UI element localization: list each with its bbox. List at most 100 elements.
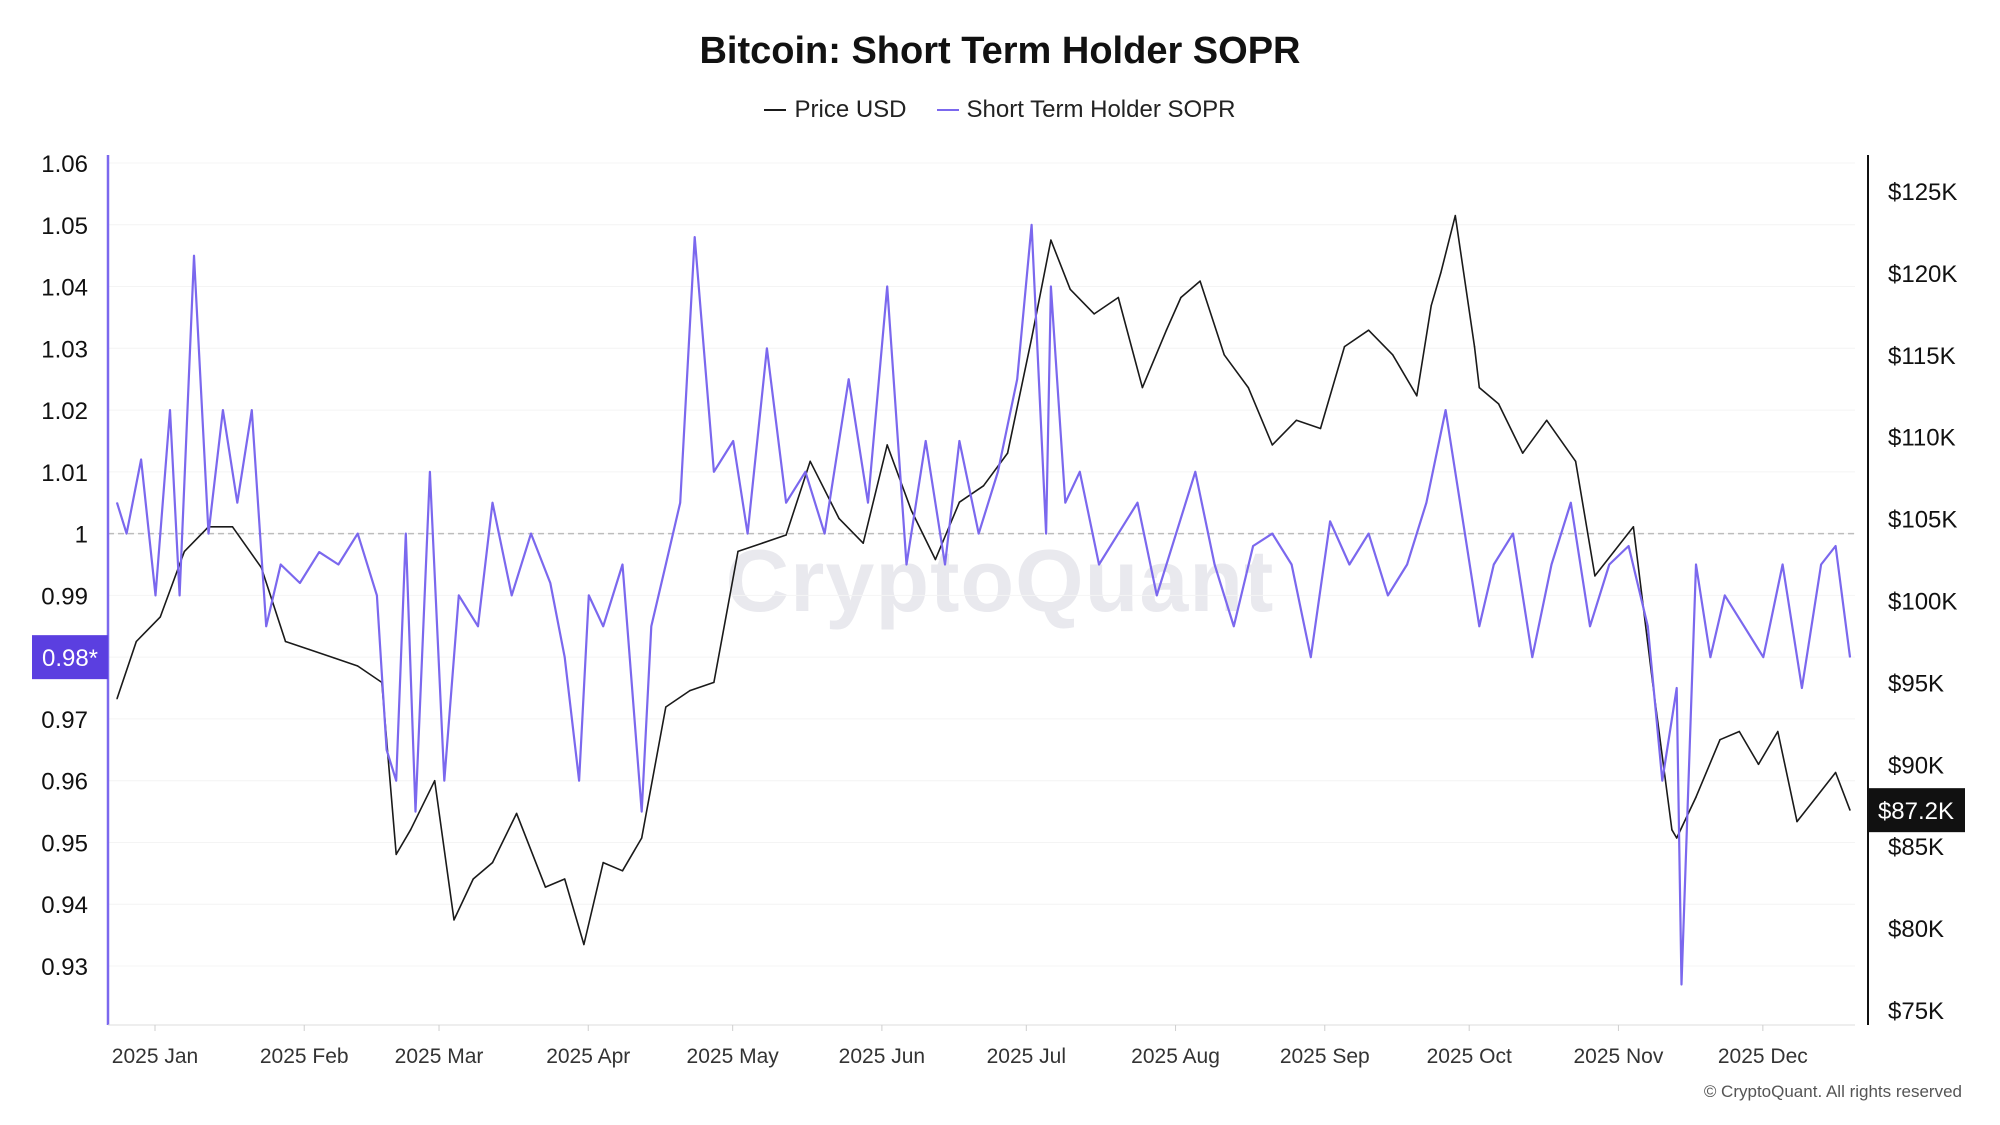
point-price-47 <box>1180 296 1182 299</box>
point-sopr-42 <box>746 532 749 535</box>
point-sopr-96 <box>1709 656 1712 658</box>
point-price-50 <box>1247 386 1250 389</box>
point-sopr-30 <box>563 656 566 658</box>
point-sopr-95 <box>1695 563 1697 566</box>
point-sopr-87 <box>1570 501 1572 504</box>
point-price-9 <box>332 657 335 659</box>
y-left-tick-label-7: 1 <box>75 522 88 549</box>
y-left-tick-label-3: 0.96 <box>41 769 88 796</box>
point-sopr-38 <box>679 501 681 504</box>
point-sopr-89 <box>1608 563 1611 566</box>
point-price-28 <box>737 550 739 553</box>
point-sopr-5 <box>178 594 181 597</box>
point-sopr-86 <box>1550 563 1553 566</box>
point-price-0 <box>116 698 118 700</box>
legend-item-price[interactable]: Price USD <box>764 96 907 124</box>
point-price-21 <box>583 943 585 946</box>
point-price-19 <box>544 886 547 888</box>
point-sopr-23 <box>443 779 446 782</box>
point-sopr-44 <box>785 501 787 504</box>
point-sopr-20 <box>405 532 407 535</box>
point-sopr-19 <box>395 779 398 782</box>
point-sopr-10 <box>251 409 253 411</box>
point-price-56 <box>1391 354 1394 356</box>
y-right-tick-label-10: $125K <box>1888 179 1957 206</box>
point-sopr-2 <box>140 458 142 461</box>
point-sopr-70 <box>1252 545 1254 547</box>
point-price-2 <box>159 616 162 618</box>
point-price-43 <box>1093 313 1095 315</box>
point-sopr-45 <box>804 471 807 473</box>
point-sopr-101 <box>1801 687 1803 689</box>
point-price-55 <box>1367 329 1370 332</box>
point-sopr-73 <box>1310 656 1312 658</box>
point-sopr-48 <box>867 501 869 504</box>
point-price-5 <box>231 526 234 528</box>
x-tick-label-11: 2025 Dec <box>1718 1045 1808 1068</box>
point-price-65 <box>1545 419 1548 422</box>
y-right-tick-label-6: $105K <box>1888 507 1957 534</box>
point-price-18 <box>515 812 518 815</box>
copyright-text: © CryptoQuant. All rights reserved <box>1703 1082 1962 1101</box>
point-sopr-83 <box>1493 563 1495 566</box>
legend-label-sopr: Short Term Holder SOPR <box>966 96 1236 123</box>
point-sopr-68 <box>1213 563 1216 566</box>
point-sopr-35 <box>640 810 643 813</box>
legend-item-sopr[interactable]: Short Term Holder SOPR <box>936 96 1236 124</box>
point-price-73 <box>1695 796 1697 798</box>
point-price-54 <box>1343 345 1346 348</box>
point-sopr-40 <box>713 471 715 473</box>
point-price-77 <box>1777 730 1779 733</box>
point-sopr-24 <box>458 594 460 597</box>
chart-title: Bitcoin: Short Term Holder SOPR <box>699 30 1301 72</box>
point-sopr-84 <box>1512 532 1514 535</box>
point-sopr-59 <box>1050 285 1052 288</box>
point-sopr-60 <box>1064 501 1067 504</box>
point-price-59 <box>1440 272 1442 274</box>
point-sopr-76 <box>1367 532 1370 535</box>
point-price-44 <box>1117 296 1120 299</box>
point-sopr-91 <box>1647 625 1649 628</box>
point-price-16 <box>472 878 475 880</box>
y-left-tick-label-1: 0.94 <box>41 892 88 919</box>
y-right-tick-label-0: $75K <box>1888 998 1944 1025</box>
x-tick-label-9: 2025 Oct <box>1427 1045 1512 1068</box>
point-price-51 <box>1271 444 1274 446</box>
point-sopr-67 <box>1194 471 1197 473</box>
point-price-36 <box>934 558 937 561</box>
y-right-tick-label-5: $100K <box>1888 589 1957 616</box>
point-price-76 <box>1757 763 1760 766</box>
point-sopr-6 <box>193 254 195 257</box>
point-price-38 <box>982 485 985 487</box>
point-price-15 <box>453 919 455 921</box>
y-left-tick-label-0: 0.93 <box>41 954 88 981</box>
y-left-tick-label-10: 1.03 <box>41 336 88 363</box>
y-left-tick-label-12: 1.05 <box>41 213 88 240</box>
point-price-26 <box>689 689 691 692</box>
x-tick-label-7: 2025 Aug <box>1131 1045 1220 1068</box>
point-price-33 <box>862 542 864 544</box>
point-sopr-94 <box>1680 983 1683 986</box>
point-sopr-52 <box>944 563 946 566</box>
point-sopr-74 <box>1329 520 1331 523</box>
legend-swatch-sopr <box>936 109 959 111</box>
point-sopr-3 <box>154 594 157 597</box>
point-price-37 <box>958 501 961 504</box>
point-sopr-102 <box>1820 563 1822 566</box>
legend-label-price: Price USD <box>794 96 907 123</box>
point-sopr-41 <box>732 440 734 442</box>
point-price-22 <box>602 861 604 864</box>
point-sopr-47 <box>847 378 850 381</box>
y-left-tick-label-6: 0.99 <box>41 583 88 610</box>
point-price-14 <box>433 779 436 782</box>
y-left-tick-label-13: 1.06 <box>41 151 88 178</box>
point-sopr-56 <box>1016 378 1018 381</box>
point-price-58 <box>1430 304 1432 307</box>
y-right-tick-label-2: $85K <box>1888 834 1944 861</box>
point-price-57 <box>1416 395 1418 397</box>
point-sopr-15 <box>337 563 340 566</box>
point-sopr-88 <box>1589 625 1591 628</box>
point-sopr-29 <box>549 582 552 584</box>
point-sopr-80 <box>1444 409 1447 411</box>
